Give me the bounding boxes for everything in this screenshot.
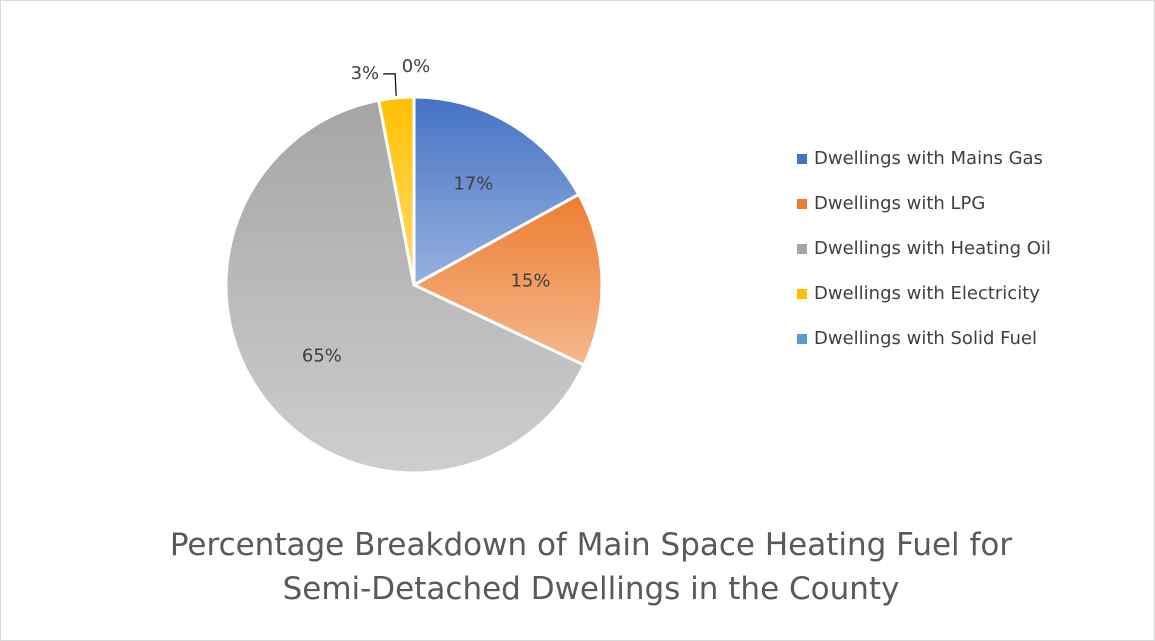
legend-swatch: [797, 199, 807, 209]
legend-label: Dwellings with Mains Gas: [814, 148, 1043, 169]
chart-title: Percentage Breakdown of Main Space Heati…: [169, 527, 1013, 607]
pie-slice: [410, 192, 604, 368]
legend-label: Dwellings with Electricity: [814, 283, 1040, 304]
data-label: 0%: [402, 56, 431, 77]
legend-swatch: [797, 334, 807, 344]
legend-swatch: [797, 244, 807, 254]
data-label: 17%: [453, 174, 493, 195]
legend-label: Dwellings with Heating Oil: [814, 238, 1051, 259]
pie-slice: [412, 95, 581, 288]
leader-line: [383, 73, 397, 96]
legend-swatch: [797, 289, 807, 299]
legend-label: Dwellings with LPG: [814, 193, 985, 214]
legend-label: Dwellings with Solid Fuel: [814, 328, 1037, 349]
data-label: 3%: [351, 63, 380, 84]
data-label: 65%: [302, 345, 342, 366]
pie-slice: [224, 98, 587, 475]
legend-swatch: [797, 154, 807, 164]
data-label: 15%: [510, 270, 550, 291]
